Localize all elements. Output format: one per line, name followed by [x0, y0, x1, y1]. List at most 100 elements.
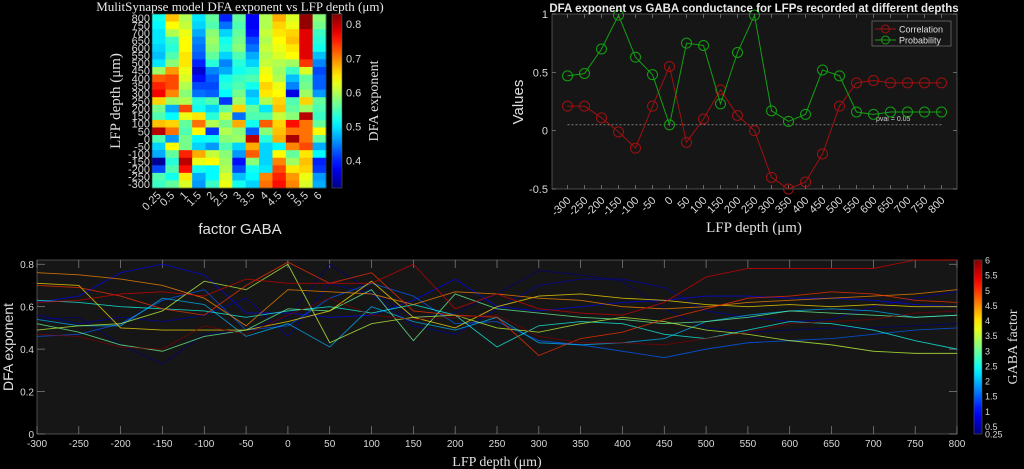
heatmap-cell — [165, 119, 180, 128]
heatmap-cell — [218, 89, 233, 98]
heatmap-cell — [259, 165, 273, 174]
heatmap-cell — [259, 51, 273, 60]
series-marker-correlation — [596, 112, 607, 124]
heatmap-y-tick-label: 50 — [138, 126, 150, 138]
series-marker-probability — [613, 9, 624, 21]
series-marker-probability — [579, 68, 590, 79]
series-marker-correlation — [766, 171, 777, 183]
gaba-colorbar-tick-label: 0.25 — [985, 430, 1003, 440]
heatmap-cell — [272, 51, 287, 60]
heatmap-cell — [245, 157, 260, 166]
heatmap-cell — [205, 112, 220, 121]
dfa-y-tick-label: 0.6 — [20, 303, 34, 314]
heatmap-cell — [312, 142, 327, 151]
series-marker-correlation — [783, 183, 794, 195]
heatmap-cell — [285, 36, 300, 45]
heatmap-cell — [299, 89, 314, 98]
heatmap-cell — [152, 172, 166, 181]
heatmap-cell — [165, 51, 180, 60]
heatmap-cell — [245, 112, 260, 121]
heatmap-cell — [192, 172, 206, 181]
heatmap-cell — [272, 44, 287, 53]
heatmap-cell — [245, 66, 260, 75]
heatmap-cell — [205, 14, 220, 22]
heatmap-cell — [152, 150, 166, 159]
series-marker-correlation — [732, 110, 743, 121]
gaba-colorbar-tick-label: 5.5 — [985, 271, 998, 281]
heatmap-cell — [178, 165, 193, 174]
heatmap-y-tick-label: -300 — [128, 179, 150, 191]
heatmap-cell — [165, 74, 180, 83]
heatmap-cell — [165, 29, 180, 38]
heatmap-cell — [205, 104, 220, 113]
heatmap-cell — [299, 14, 314, 22]
heatmap-cell — [165, 82, 180, 91]
heatmap-cell — [272, 29, 287, 38]
series-marker-correlation — [936, 77, 947, 89]
heatmap-cell — [165, 14, 180, 22]
dfa-x-tick-label: -300 — [27, 439, 47, 450]
series-marker-correlation — [664, 61, 675, 72]
heatmap-cell — [178, 59, 193, 68]
heatmap-cell — [205, 66, 220, 75]
heatmap-cell — [259, 66, 273, 75]
heatmap-cell — [205, 21, 220, 30]
dfa-x-tick-label: 400 — [614, 439, 631, 450]
heatmap-cell — [285, 66, 300, 75]
heatmap-cell — [272, 157, 287, 166]
heatmap-cell — [259, 97, 273, 106]
heatmap-cell — [152, 74, 166, 83]
gaba-colorbar-label: GABA factor — [1006, 309, 1021, 384]
heatmap-colorbar — [331, 13, 343, 189]
heatmap-y-tick-label: -250 — [128, 172, 150, 184]
heatmap-cell — [272, 165, 287, 174]
heatmap-cell — [232, 142, 247, 151]
heatmap-cell — [152, 21, 166, 30]
heatmap-cell — [192, 157, 206, 166]
series-marker-correlation — [868, 75, 879, 86]
heatmap-cell — [299, 82, 314, 91]
heatmap-y-tick-label: 250 — [132, 96, 150, 108]
heatmap-cell — [312, 172, 327, 181]
series-marker-probability — [715, 98, 726, 110]
heatmap-cell — [259, 82, 273, 91]
heatmap-cell — [312, 97, 327, 106]
heatmap-cell — [245, 14, 260, 22]
heatmap-cell — [165, 172, 180, 181]
heatmap-cell — [245, 82, 260, 91]
series-marker-correlation — [902, 77, 913, 89]
heatmap-cell — [285, 89, 300, 98]
heatmap-cell — [232, 36, 247, 45]
heatmap-cell — [205, 44, 220, 53]
heatmap-y-tick-label: 500 — [132, 58, 150, 70]
heatmap-x-axis-label: factor GABA — [198, 221, 281, 238]
dfa-x-tick-label: 50 — [324, 439, 336, 450]
dfa-series-line — [36, 282, 958, 359]
heatmap-cell — [232, 51, 247, 60]
heatmap-cell — [205, 119, 220, 128]
heatmap-cell — [285, 172, 300, 181]
heatmap-cell — [299, 150, 314, 159]
heatmap-cell — [299, 104, 314, 113]
heatmap-colorbar-tick-label: 0.5 — [346, 122, 361, 134]
heatmap-cell — [205, 180, 220, 189]
heatmap-cell — [245, 51, 260, 60]
dfa-x-tick-label: 0 — [285, 439, 291, 450]
heatmap-cell — [205, 142, 220, 151]
dfa-x-tick-label: 150 — [405, 439, 422, 450]
heatmap-cell — [192, 21, 206, 30]
heatmap-cell — [205, 127, 220, 136]
correlation-x-tick-label: -50 — [639, 195, 659, 215]
legend-marker-correlation — [881, 24, 890, 34]
heatmap-cell — [192, 119, 206, 128]
heatmap-cell — [259, 89, 273, 98]
heatmap-cell — [218, 165, 233, 174]
heatmap-cell — [152, 29, 166, 38]
heatmap-cell — [192, 66, 206, 75]
heatmap-cell — [232, 74, 247, 83]
correlation-y-tick-label: 0 — [542, 126, 548, 138]
heatmap-cell — [218, 97, 233, 106]
series-line-correlation — [567, 64, 942, 190]
dfa-x-tick-label: 500 — [698, 439, 715, 450]
heatmap-cell — [299, 165, 314, 174]
